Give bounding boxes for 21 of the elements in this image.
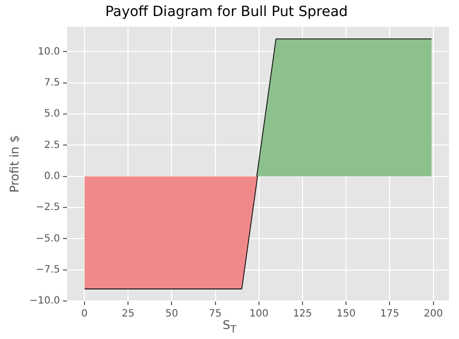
x-tick-label: 100: [249, 308, 268, 320]
y-tick-label: −10.0: [29, 296, 60, 307]
x-tick-label: 75: [208, 308, 222, 320]
y-tick-label: −7.5: [36, 264, 60, 276]
x-tick-label: 150: [336, 308, 356, 320]
x-tick-label: 0: [81, 308, 88, 320]
x-tick-label: 25: [122, 308, 134, 320]
x-tick-label: 200: [424, 308, 443, 320]
y-tick-label: 0.0: [44, 170, 60, 182]
x-tick-label: 175: [380, 308, 400, 320]
y-tick-label: −5.0: [36, 233, 60, 244]
x-tick-label: 50: [165, 308, 178, 320]
x-axis-title: S$_{T}$: [222, 318, 238, 335]
y-tick-label: −2.5: [36, 202, 60, 214]
chart-title: Payoff Diagram for Bull Put Spread: [105, 4, 348, 20]
y-axis-title: Profit in $: [7, 135, 22, 193]
x-tick-label: 125: [292, 308, 312, 320]
y-tick-label: 5.0: [44, 108, 60, 120]
y-tick-label: 10.0: [38, 46, 60, 58]
y-tick-label: 2.5: [44, 140, 60, 151]
y-tick-label: 7.5: [44, 77, 60, 88]
